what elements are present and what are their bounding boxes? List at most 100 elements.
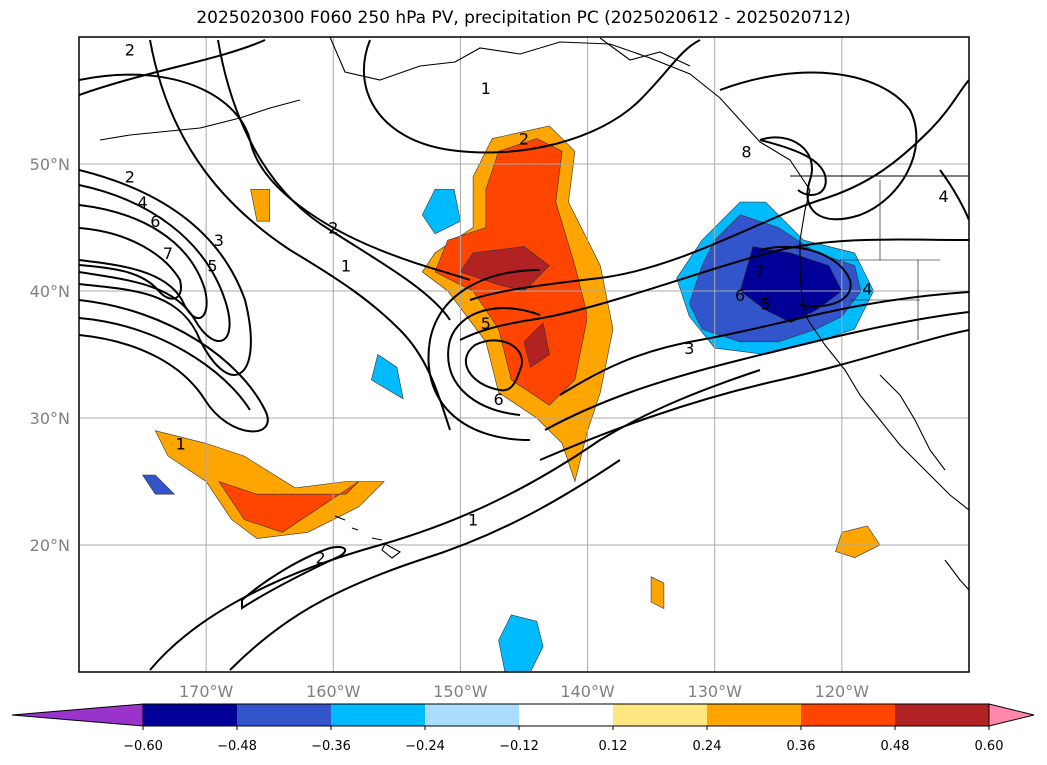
pv-contour (362, 39, 701, 154)
pv-contour (447, 307, 541, 416)
pc-region (218, 480, 359, 533)
contour-label: 4 (137, 193, 147, 212)
colorbar-segment (895, 704, 989, 726)
colorbar-frame (142, 703, 990, 727)
colorbar-extend-low (11, 703, 144, 727)
contour-label: 6 (150, 212, 160, 231)
contour-label: 4 (862, 279, 872, 298)
mexico-coast (944, 559, 969, 591)
colorbar: −0.60 −0.48 −0.36 −0.24 −0.12 0.12 0.24 0.36 0.4… (11, 703, 1035, 754)
contour-label: 8 (741, 142, 751, 161)
colorbar-segment (143, 704, 237, 726)
contour-label: 6 (493, 390, 503, 409)
pv-contour (459, 238, 969, 341)
pv-contour (79, 184, 231, 342)
contour-label: 3 (684, 339, 694, 358)
pv-contour (464, 339, 523, 392)
alaska-coast (329, 37, 811, 191)
contour-label: 5 (481, 314, 491, 333)
pv-contour (719, 71, 918, 221)
pv-contour (939, 169, 969, 221)
x-tick-label: 120°W (815, 682, 870, 701)
pv-contour (759, 139, 827, 196)
pc-region (835, 525, 881, 559)
colorbar-segment (613, 704, 707, 726)
colorbar-segment (237, 704, 331, 726)
colorbar-segment (331, 704, 425, 726)
pv-contour (79, 73, 471, 281)
contour-label: 2 (328, 219, 338, 238)
pv-contour (217, 39, 451, 321)
chart-title: 2025020300 F060 250 hPa PV, precipitatio… (196, 8, 851, 28)
pnw-coast (799, 189, 969, 511)
contour-label: 1 (341, 257, 351, 276)
colorbar-tick-label: −0.12 (499, 739, 539, 754)
x-tick-label: 130°W (688, 682, 743, 701)
contour-label: 5 (760, 295, 770, 314)
contour-label: 2 (519, 130, 529, 149)
pv-contour (544, 311, 969, 431)
colorbar-segment (801, 704, 895, 726)
pv-contours (79, 39, 969, 671)
pv-contour (241, 546, 347, 610)
pv-contour (427, 269, 541, 441)
y-tick-label: 20°N (30, 536, 70, 555)
y-tick-label: 50°N (30, 155, 70, 174)
contour-label: 2 (125, 41, 135, 60)
x-tick-label: 150°W (433, 682, 488, 701)
plot-frame (78, 36, 970, 673)
colorbar-tick-label: −0.36 (311, 739, 351, 754)
colorbar-extend-high (988, 703, 1035, 727)
pv-contour (229, 459, 621, 671)
contour-label: 7 (754, 263, 764, 282)
us-states-border (840, 180, 940, 340)
pv-contour (79, 299, 269, 433)
contour-label: 5 (207, 257, 217, 276)
x-tick-label: 170°W (179, 682, 234, 701)
aleutian-islands (99, 99, 301, 141)
pc-region (142, 474, 176, 495)
pc-region (739, 246, 843, 324)
pv-contour (79, 227, 182, 300)
pc-region (523, 322, 550, 368)
pv-contour (149, 39, 451, 431)
pv-contour (79, 39, 266, 96)
y-tick-label: 30°N (30, 409, 70, 428)
colorbar-tick-label: −0.24 (405, 739, 445, 754)
pc-region (650, 576, 665, 609)
pv-contour (79, 317, 251, 411)
contour-label: 1 (176, 434, 186, 453)
contour-label: 7 (163, 244, 173, 263)
colorbar-segment (519, 704, 613, 726)
x-tick-label: 140°W (560, 682, 615, 701)
y-tick-label: 40°N (30, 282, 70, 301)
colorbar-tick-label: −0.60 (123, 739, 163, 754)
contour-label: 2 (315, 549, 325, 568)
contour-label: 4 (938, 187, 948, 206)
pv-contour (149, 369, 761, 671)
colorbar-tick-label: 0.48 (881, 739, 910, 754)
axis-labels: 170°W 160°W 150°W 140°W 130°W 120°W 50°N 40°N 30… (30, 155, 870, 701)
pc-region (371, 354, 404, 400)
pv-contour (79, 169, 252, 376)
colorbar-tick-label: 0.12 (599, 739, 628, 754)
x-tick-label: 160°W (306, 682, 361, 701)
pc-region (250, 189, 271, 222)
alaska-coast-inner (599, 37, 691, 67)
contour-label: 3 (214, 231, 224, 250)
pv-contour (469, 79, 969, 301)
pc-region (498, 614, 544, 672)
colorbar-segment (425, 704, 519, 726)
colorbar-tick-label: 0.36 (787, 739, 816, 754)
colorbar-tick-label: −0.48 (217, 739, 257, 754)
pv-contour (539, 329, 969, 461)
pv-contour (79, 204, 208, 320)
pc-region (421, 189, 461, 235)
pv-contour (759, 245, 852, 308)
hawaii-islands (334, 515, 402, 559)
contour-label: 6 (735, 286, 745, 305)
gridlines (79, 37, 969, 672)
colorbar-tick-label: 0.24 (693, 739, 722, 754)
